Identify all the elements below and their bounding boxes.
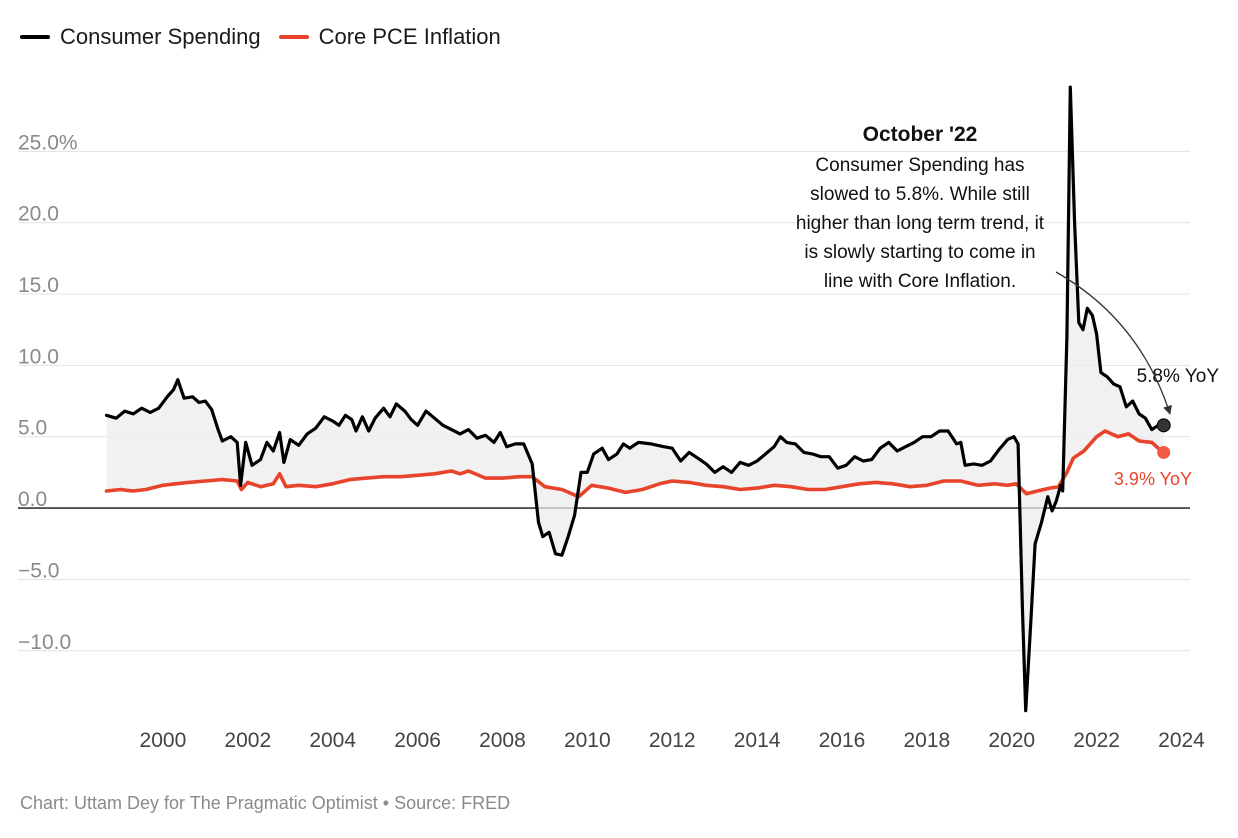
gap-fill xyxy=(106,87,1164,711)
x-tick-label: 2018 xyxy=(904,729,951,752)
core-pce-end-label: 3.9% YoY xyxy=(1114,469,1192,489)
consumer-spending-end-label: 5.8% YoY xyxy=(1137,366,1220,387)
x-tick-label: 2016 xyxy=(819,729,866,752)
legend-item-consumer-spending[interactable]: Consumer Spending xyxy=(20,24,261,50)
series-lines xyxy=(104,85,1166,713)
x-tick-label: 2000 xyxy=(140,729,187,752)
annotation-line-3: higher than long term trend, it xyxy=(796,213,1045,234)
y-axis-ticks: 25.0% 20.0 15.0 10.0 5.0 0.0 −5.0 −10.0 xyxy=(18,131,78,653)
x-tick-label: 2008 xyxy=(479,729,526,752)
x-axis-ticks: 2000 2002 2004 2006 2008 2010 2012 2014 2016 2018… xyxy=(140,729,1206,752)
x-tick-label: 2006 xyxy=(394,729,441,752)
chart-footer: Chart: Uttam Dey for The Pragmatic Optim… xyxy=(20,793,511,813)
annotation-line-5: line with Core Inflation. xyxy=(824,271,1016,292)
consumer-spending-line xyxy=(104,85,1166,713)
x-tick-label: 2020 xyxy=(988,729,1035,752)
x-tick-label: 2010 xyxy=(564,729,611,752)
y-tick-label: 5.0 xyxy=(18,417,47,440)
consumer-spending-endpoint[interactable] xyxy=(1156,418,1171,433)
annotation-line-1: Consumer Spending has xyxy=(815,155,1024,176)
legend-swatch-core-pce xyxy=(278,35,309,39)
core-pce-endpoint[interactable] xyxy=(1157,445,1171,459)
annotation-title: October '22 xyxy=(863,123,978,146)
y-tick-label: −5.0 xyxy=(18,559,59,582)
y-tick-label: 10.0 xyxy=(18,345,59,368)
x-tick-label: 2004 xyxy=(309,729,356,752)
legend-swatch-consumer-spending xyxy=(20,35,50,39)
y-tick-label: 0.0 xyxy=(18,488,47,511)
y-tick-label: 25.0% xyxy=(18,131,78,154)
y-tick-label: 15.0 xyxy=(18,274,59,297)
x-tick-label: 2014 xyxy=(734,729,781,752)
annotation-arrow xyxy=(1055,271,1172,415)
annotation-line-2: slowed to 5.8%. While still xyxy=(810,184,1030,205)
spread-area xyxy=(106,87,1164,711)
endpoints: 5.8% YoY 3.9% YoY xyxy=(1114,366,1219,489)
legend: Consumer Spending Core PCE Inflation xyxy=(20,24,501,50)
x-tick-label: 2022 xyxy=(1073,729,1120,752)
annotation: October '22 Consumer Spending has slowed… xyxy=(796,123,1172,415)
core-pce-line xyxy=(104,429,1166,499)
y-tick-label: 20.0 xyxy=(18,203,59,226)
legend-label-consumer-spending: Consumer Spending xyxy=(60,24,261,49)
annotation-line-4: is slowly starting to come in xyxy=(804,242,1035,263)
x-tick-label: 2024 xyxy=(1158,729,1205,752)
legend-item-core-pce[interactable]: Core PCE Inflation xyxy=(278,24,501,50)
legend-label-core-pce: Core PCE Inflation xyxy=(318,24,501,49)
y-tick-label: −10.0 xyxy=(18,631,71,654)
x-tick-label: 2012 xyxy=(649,729,696,752)
x-tick-label: 2002 xyxy=(224,729,271,752)
gridlines xyxy=(18,150,1190,652)
